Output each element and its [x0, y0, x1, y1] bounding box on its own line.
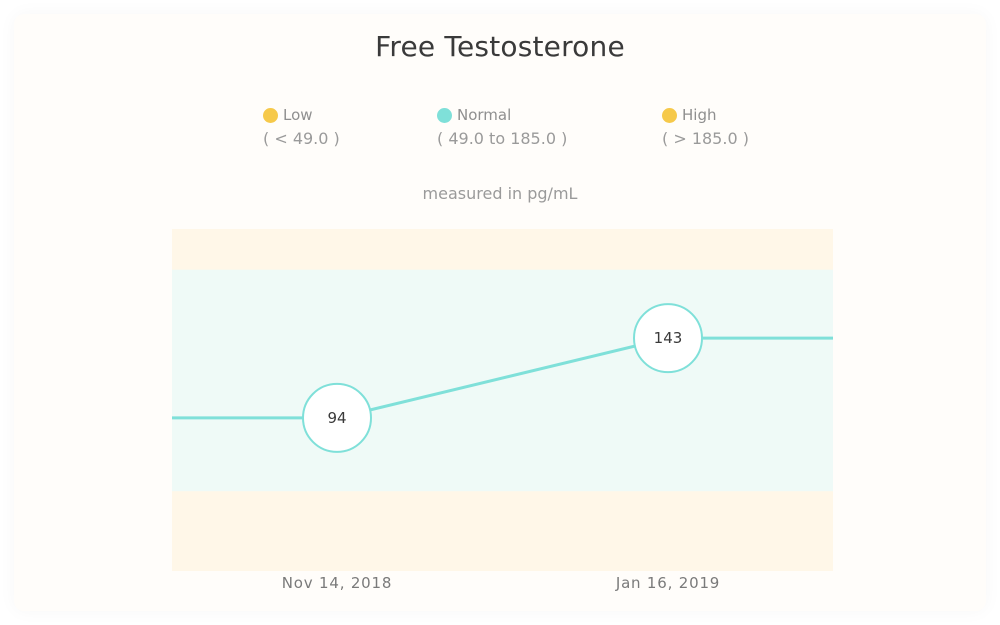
data-point — [633, 303, 703, 374]
unit-label: measured in pg/mL — [422, 184, 578, 203]
chart-title: Free Testosterone — [375, 30, 625, 63]
legend-range: ( 49.0 to 185.0 ) — [437, 129, 568, 148]
legend-label: High — [682, 106, 717, 124]
legend-label: Normal — [457, 106, 512, 124]
legend-range: ( > 185.0 ) — [662, 129, 749, 148]
legend-range: ( < 49.0 ) — [263, 129, 340, 148]
legend-item-normal: Normal ( 49.0 to 185.0 ) — [437, 106, 567, 148]
range-band-normal — [172, 269, 833, 492]
legend-item-low: Low ( < 49.0 ) — [263, 106, 340, 148]
legend-label: Low — [283, 106, 313, 124]
data-point — [302, 382, 372, 453]
data-point-label: 143 — [654, 329, 683, 347]
legend-dot-icon — [662, 107, 677, 123]
legend-dot-icon — [263, 107, 278, 123]
x-tick-label: Jan 16, 2019 — [615, 574, 720, 592]
legend-dot-icon — [437, 107, 452, 123]
series-line — [172, 336, 833, 420]
data-point-label: 94 — [327, 409, 346, 427]
legend-item-high: High ( > 185.0 ) — [662, 106, 749, 148]
x-tick-label: Nov 14, 2018 — [282, 574, 392, 592]
